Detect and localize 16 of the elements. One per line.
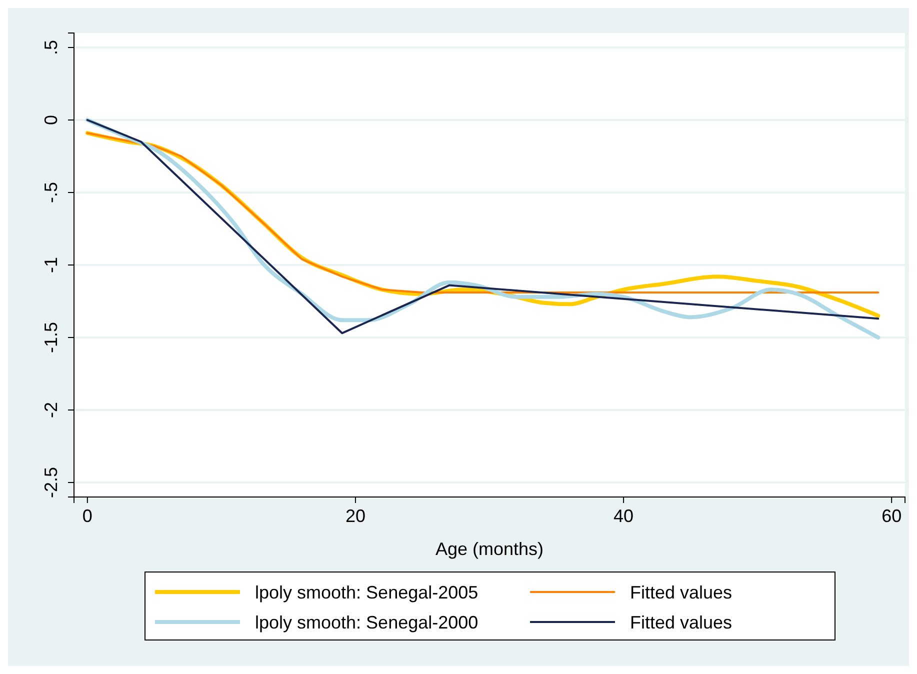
y-tick-label: -2.5: [40, 466, 61, 498]
y-tick-label: -1.5: [40, 322, 61, 354]
legend-label: lpoly smooth: Senegal-2000: [255, 612, 478, 632]
x-tick-label: 60: [882, 506, 902, 526]
y-tick-label: -2: [40, 402, 61, 418]
x-axis-title: Age (months): [435, 539, 544, 559]
y-tick-label: -1: [40, 256, 61, 274]
legend-label: Fitted values: [630, 612, 732, 632]
legend-label: lpoly smooth: Senegal-2005: [255, 582, 478, 602]
legend-label: Fitted values: [630, 582, 732, 602]
y-tick-label: -.5: [40, 182, 61, 204]
x-tick-label: 0: [82, 506, 92, 526]
x-tick-label: 20: [345, 506, 366, 526]
y-tick-label: 0: [40, 114, 61, 126]
x-tick-label: 40: [614, 506, 634, 526]
y-tick-label: .5: [40, 40, 61, 56]
